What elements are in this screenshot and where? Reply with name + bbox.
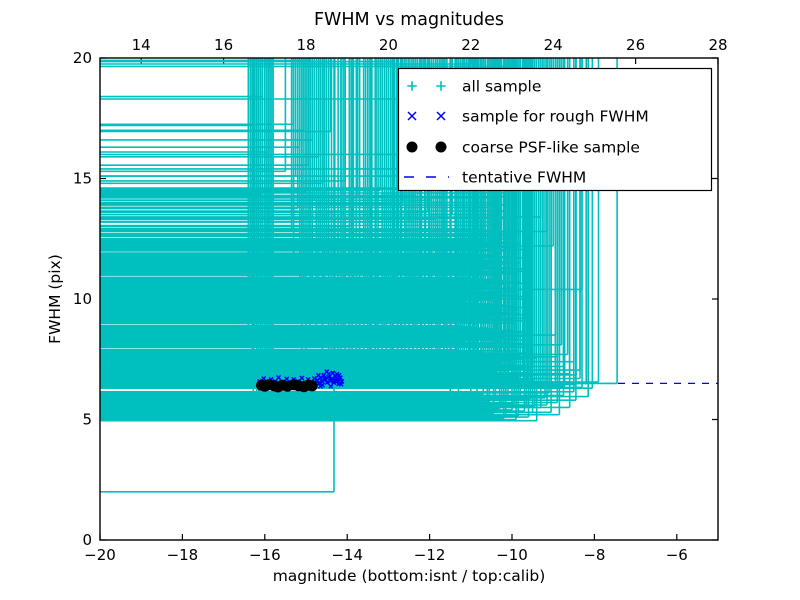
scatter-point-plus [100,58,297,177]
x-tick-label: −8 [583,546,605,564]
scatter-point-plus [100,58,311,62]
x-tick-label-top: 24 [544,36,563,54]
legend-entry: sample for rough FWHM [407,108,649,126]
scatter-point-plus [100,58,473,65]
scatter-point-cross [284,376,290,382]
scatter-point-plus [100,58,303,416]
scatter-point-dot [435,141,447,153]
x-axis-label: magnitude (bottom:isnt / top:calib) [273,567,546,585]
scatter-point-plus [100,58,326,218]
y-axis-tick-labels: 0 5 10 15 20 [73,49,92,549]
x-tick-label-top: 16 [214,36,233,54]
scatter-point-cross [299,375,305,381]
scatter-point-plus [100,58,335,493]
scatter-point-plus [407,81,417,91]
scatter-point-cross [407,111,417,121]
x-tick-label: −10 [496,546,528,564]
scatter-point-cross [326,371,332,377]
scatter-point-cross [436,111,446,121]
x-tick-label-top: 26 [626,36,645,54]
y-tick-label: 0 [82,531,92,549]
scatter-point-plus [436,81,446,91]
legend-entry: all sample [407,78,541,96]
coarse-psf-sample-points [256,379,318,393]
legend-entry: tentative FWHM [404,169,586,187]
scatter-point-plus [100,58,324,185]
y-tick-label: 5 [82,411,92,429]
x-tick-label-top: 14 [132,36,151,54]
scatter-point-plus [100,58,441,206]
scatter-point-cross [324,380,330,386]
y-axis-label: FWHM (pix) [46,254,64,344]
y-tick-label: 20 [73,49,92,67]
legend: all sample sample for rough FWHM coarse PS… [397,67,713,192]
scatter-point-cross [275,374,282,381]
x-tick-label: −18 [167,546,199,564]
scatter-point-cross [336,372,342,378]
legend-entry-label: coarse PSF-like sample [462,139,640,157]
scatter-point-dot [406,141,418,153]
scatter-point-plus [100,58,272,204]
chart-title: FWHM vs magnitudes [314,10,504,30]
y-tick-label: 15 [73,170,92,188]
x-tick-label-top: 18 [296,36,315,54]
top-axis-tick-labels: 14 16 18 20 22 24 26 28 [132,36,728,54]
x-tick-label: −20 [84,546,116,564]
legend-entry-label: tentative FWHM [462,169,586,187]
plot-frame [99,57,719,541]
scatter-point-cross [328,383,334,389]
x-tick-label: −16 [249,546,281,564]
scatter-point-cross [317,383,324,389]
scatter-point-dot [306,380,318,392]
scatter-point-cross [333,379,339,385]
scatter-point-cross [322,375,328,382]
x-tick-label-top: 28 [708,36,727,54]
scatter-point-cross [315,372,321,378]
legend-entries: all sample sample for rough FWHM coarse PS… [404,78,649,187]
x-tick-label-top: 22 [461,36,480,54]
legend-entry-label: all sample [462,78,541,96]
scatter-point-plus [100,58,515,68]
scatter-point-plus [100,58,254,127]
scatter-point-plus [100,58,287,173]
scatter-point-cross [335,376,341,382]
scatter-point-cross [330,370,336,376]
scatter-point-cross [311,375,317,382]
legend-box [397,67,713,192]
bottom-axis-tick-labels: −20 −18 −16 −14 −12 −10 −8 −6 [84,546,688,564]
x-tick-label: −14 [331,546,363,564]
legend-entry-label: sample for rough FWHM [462,108,649,126]
scatter-point-plus [100,58,270,153]
scatter-point-cross [338,381,344,387]
legend-entry: coarse PSF-like sample [406,139,640,157]
y-tick-label: 10 [73,290,92,308]
x-tick-label: −6 [666,546,688,564]
x-tick-label-top: 20 [379,36,398,54]
x-tick-label: −12 [414,546,446,564]
scatter-point-plus [100,58,342,221]
